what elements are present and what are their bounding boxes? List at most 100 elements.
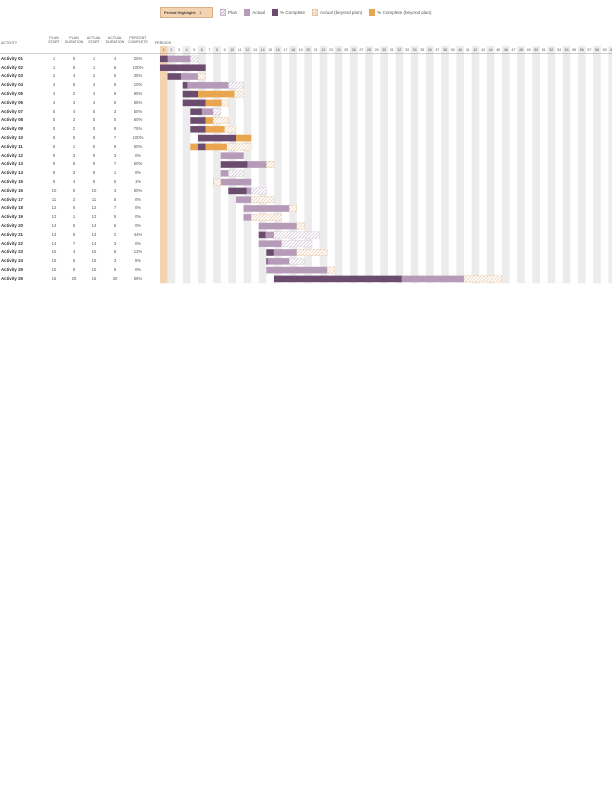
complete-bar: [258, 231, 266, 239]
activity-name: Activity 10: [1, 134, 23, 140]
actual-duration-cell: 30: [112, 275, 118, 281]
actual-start-cell: 9: [92, 152, 96, 158]
actual-start-cell: 12: [91, 205, 97, 211]
percent-complete-cell: 0%: [134, 196, 142, 202]
activity-name: Activity 06: [1, 99, 23, 105]
period-label: 58: [595, 48, 599, 52]
percent-complete-cell: 0%: [134, 170, 142, 176]
period-stripe: [334, 46, 343, 284]
period-stripe: [274, 46, 282, 284]
plan-duration-cell: 4: [72, 178, 76, 184]
actual-bar: [220, 170, 229, 177]
percent-complete-cell: 0%: [134, 266, 142, 272]
legend-complete-swatch: [271, 8, 278, 16]
period-label: 23: [329, 48, 333, 52]
period-stripe: [167, 46, 176, 284]
period-label: 54: [565, 48, 569, 52]
actual-start-cell: 15: [91, 266, 97, 272]
period-highlight-value[interactable]: 1: [199, 9, 202, 15]
actual-bar: [258, 231, 274, 239]
actual-bar: [182, 82, 229, 89]
period-stripe: [441, 46, 449, 284]
period-stripe: [395, 46, 404, 284]
period-label: 10: [230, 48, 234, 52]
actual-bar: [160, 55, 191, 63]
period-label: 31: [390, 48, 394, 52]
percent-complete-cell: 10%: [133, 82, 143, 88]
plan-start-cell: 4: [52, 99, 56, 105]
period-label: 15: [268, 48, 272, 52]
actual-bar: [220, 178, 252, 186]
plan-start-cell: 15: [51, 266, 57, 272]
period-highlight-control[interactable]: Period Highlight: 1: [160, 6, 213, 18]
period-stripe: [502, 46, 510, 284]
plan-start-cell: 12: [51, 205, 57, 211]
period-label: 18: [291, 48, 295, 52]
actual-duration-cell: 7: [113, 161, 117, 167]
complete-bar: [182, 99, 206, 107]
plan-start-cell: 9: [52, 170, 56, 176]
plan-duration-cell: 5: [72, 55, 76, 61]
period-stripe: [304, 46, 312, 284]
plan-duration-cell: 6: [72, 161, 76, 167]
period-stripe: [380, 46, 388, 284]
complete-bar: [182, 90, 198, 98]
plan-start-cell: 4: [52, 90, 56, 96]
plan-start-cell: 9: [52, 178, 56, 184]
complete-bar: [266, 258, 268, 265]
plan-duration-cell: 3: [72, 170, 76, 176]
header-periods: PERIODS: [155, 41, 172, 45]
actual-duration-cell: 3: [113, 187, 117, 193]
period-stripe: [593, 46, 601, 284]
actual-duration-cell: 2: [113, 231, 117, 237]
activity-name: Activity 26: [1, 275, 23, 281]
actual-duration-cell: 6: [113, 126, 117, 132]
period-stripe: [213, 46, 221, 284]
actual-bar: [243, 205, 290, 212]
legend-actual-swatch: [244, 8, 251, 16]
actual-bar: [266, 258, 290, 265]
percent-complete-cell: 25%: [133, 55, 143, 61]
actual-start-cell: 9: [92, 161, 96, 167]
actual-beyond-bar: [463, 275, 503, 283]
header-actual-start: ACTUAL START: [86, 36, 102, 45]
actual-start-cell: 4: [92, 82, 96, 88]
period-label: 12: [245, 48, 249, 52]
legend-complete-beyond-label: % Complete (beyond plan): [377, 9, 432, 15]
legend-complete: % Complete: [271, 8, 305, 16]
actual-start-cell: 10: [91, 187, 97, 193]
period-label: 13: [253, 48, 257, 52]
period-label: 32: [397, 48, 401, 52]
percent-complete-cell: 0%: [134, 205, 142, 211]
actual-beyond-bar: [266, 161, 275, 168]
plan-duration-cell: 2: [72, 117, 76, 123]
activity-name: Activity 18: [1, 205, 23, 211]
complete-beyond-bar: [190, 143, 198, 151]
period-label: 49: [527, 48, 531, 52]
actual-duration-cell: 3: [113, 152, 117, 158]
legend-plan: Plan: [220, 8, 237, 16]
complete-bar: [274, 275, 402, 283]
complete-bar: [182, 82, 188, 89]
actual-beyond-bar: [212, 178, 221, 186]
period-label: 60: [610, 48, 612, 52]
percent-complete-cell: 100%: [132, 134, 144, 140]
period-label: 24: [337, 48, 341, 52]
percent-complete-cell: 85%: [133, 90, 143, 96]
actual-beyond-bar: [296, 249, 328, 256]
percent-complete-cell: 0%: [134, 152, 142, 158]
plan-start-cell: 14: [51, 231, 57, 237]
actual-duration-cell: 8: [113, 90, 117, 96]
plan-duration-cell: 8: [72, 82, 76, 88]
legend-complete-beyond: % Complete (beyond plan): [369, 8, 432, 16]
period-label: 9: [224, 48, 226, 52]
activity-name: Activity 16: [1, 187, 23, 193]
actual-duration-cell: 5: [113, 117, 117, 123]
actual-bar: [243, 214, 252, 221]
period-stripe: [562, 46, 571, 284]
plan-start-cell: 12: [51, 214, 57, 220]
period-label: 59: [603, 48, 607, 52]
period-label: 20: [306, 48, 310, 52]
actual-duration-cell: 5: [113, 178, 117, 184]
period-label: 25: [344, 48, 348, 52]
